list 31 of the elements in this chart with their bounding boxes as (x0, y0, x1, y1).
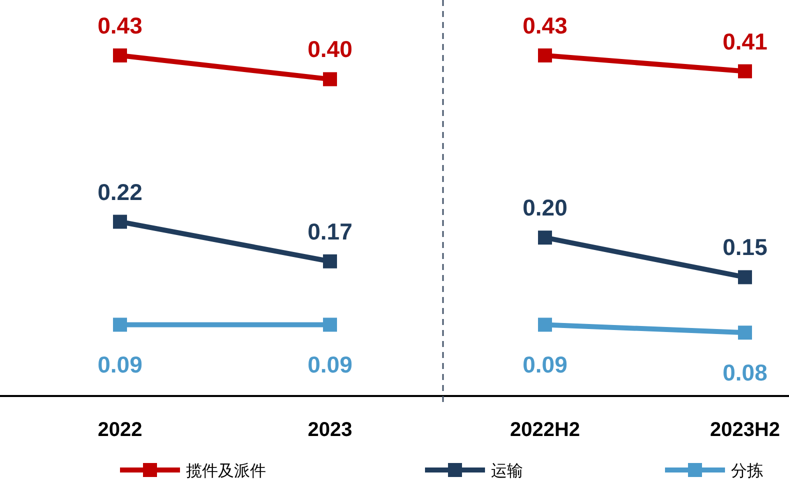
data-label: 0.41 (722, 28, 768, 54)
data-label: 0.43 (522, 12, 568, 38)
data-label: 0.17 (308, 218, 352, 244)
point (323, 318, 337, 332)
data-label: 0.15 (722, 234, 768, 260)
legend-label: 揽件及派件 (186, 462, 266, 480)
legend-label: 分拣 (731, 462, 763, 480)
point (113, 214, 127, 229)
data-label: 0.08 (722, 360, 768, 386)
data-label: 0.20 (522, 194, 568, 221)
point (738, 64, 752, 78)
data-label: 0.22 (98, 178, 142, 205)
point (323, 72, 337, 86)
x-tick-label: 2023H2 (710, 419, 780, 441)
x-tick-label: 2023 (308, 419, 352, 441)
point (113, 48, 127, 62)
point (113, 318, 127, 332)
data-label: 0.40 (308, 36, 352, 62)
point (538, 318, 552, 332)
x-tick-label: 2022 (98, 419, 142, 441)
legend-label: 运输 (491, 462, 523, 480)
point (738, 326, 752, 340)
x-tick-label: 2022H2 (510, 419, 580, 441)
point (538, 230, 552, 245)
point (538, 48, 552, 62)
data-label: 0.09 (98, 352, 142, 378)
point (738, 270, 752, 284)
data-label: 0.09 (522, 352, 568, 378)
data-label: 0.43 (98, 12, 142, 38)
data-label: 0.09 (308, 352, 352, 378)
point (323, 254, 337, 268)
